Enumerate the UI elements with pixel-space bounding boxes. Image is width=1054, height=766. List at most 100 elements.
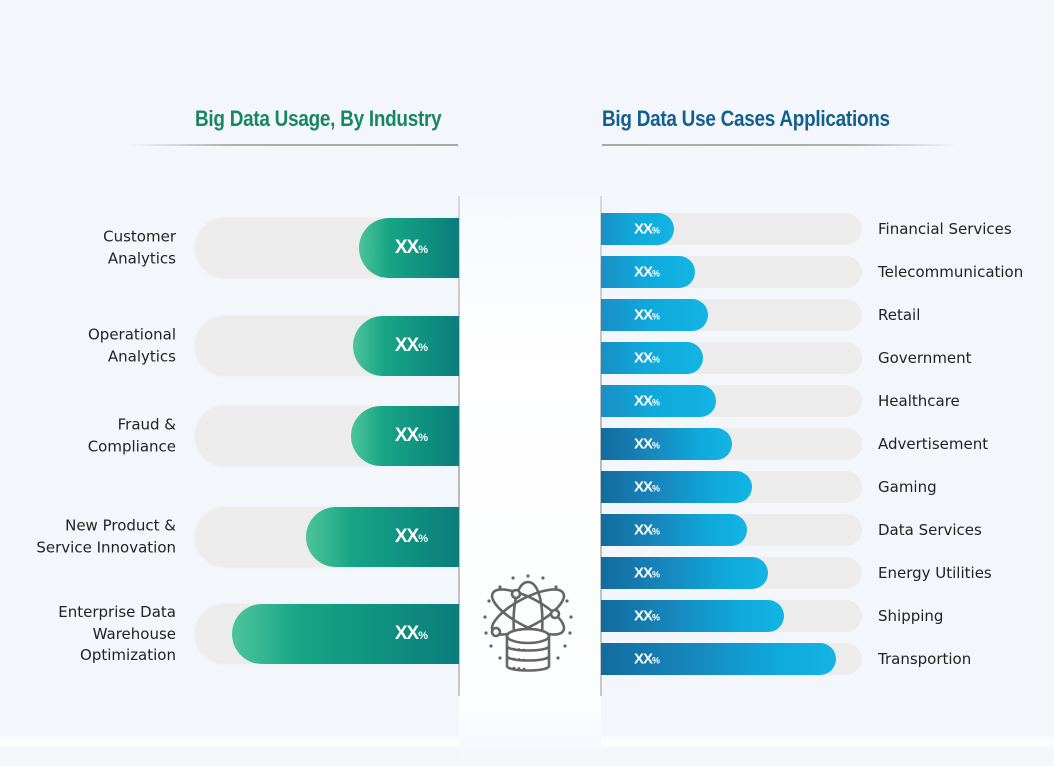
industry-label: Operational Analytics [87,325,176,366]
bar-track: XX% [601,256,862,288]
bar-value-label: XX% [634,221,660,238]
percent-sign: % [418,630,428,642]
bar-fill: XX% [232,604,459,664]
use-case-label: Telecommunication [878,263,1024,281]
percent-sign: % [652,397,661,408]
percent-sign: % [652,354,661,365]
bar-fill: XX% [601,514,747,546]
use-case-label: Financial Services [878,220,1012,238]
value-text: XX [634,650,653,668]
value-text: XX [634,220,653,238]
percent-sign: % [652,655,661,666]
percent-sign: % [418,342,428,354]
use-case-row: XX% Transportion [601,643,1054,675]
bar-track: XX% [195,406,459,466]
center-divider-panel [458,196,602,766]
use-case-row: XX% Gaming [601,471,1054,503]
bar-value-label: XX% [395,623,428,645]
use-case-label: Healthcare [878,392,960,410]
industry-row: Enterprise Data Warehouse Optimization XX… [0,602,459,664]
bar-value-label: XX% [634,608,660,625]
bar-fill: XX% [601,342,703,374]
value-text: XX [634,478,653,496]
bar-value-label: XX% [634,565,660,582]
industry-row: New Product & Service Innovation XX% [0,507,459,567]
percent-sign: % [418,432,428,444]
use-case-row: XX% Advertisement [601,428,1054,460]
value-text: XX [634,564,653,582]
use-case-label: Government [878,349,972,367]
database-atom-icon [483,574,573,672]
use-case-label: Advertisement [878,435,989,453]
bar-value-label: XX% [395,425,428,447]
bar-track: XX% [601,342,862,374]
use-case-row: XX% Financial Services [601,213,1054,245]
bar-track: XX% [195,218,459,278]
bar-track: XX% [601,600,862,632]
industry-row: Customer Analytics XX% [0,218,459,278]
bar-track: XX% [195,604,459,664]
bar-value-label: XX% [395,526,428,548]
value-text: XX [634,263,653,281]
bar-value-label: XX% [634,436,660,453]
percent-sign: % [418,244,428,256]
bar-value-label: XX% [634,264,660,281]
use-case-row: XX% Government [601,342,1054,374]
bar-track: XX% [601,514,862,546]
bar-fill: XX% [601,643,836,675]
percent-sign: % [652,225,661,236]
industry-row: Fraud & Compliance XX% [0,406,459,466]
industry-label: New Product & Service Innovation [36,516,176,557]
value-text: XX [394,623,419,644]
bar-fill: XX% [306,507,459,567]
value-text: XX [634,349,653,367]
percent-sign: % [652,612,661,623]
use-case-label: Retail [878,306,921,324]
bar-track: XX% [195,316,459,376]
bar-value-label: XX% [634,307,660,324]
percent-sign: % [652,440,661,451]
bar-fill: XX% [601,471,752,503]
percent-sign: % [652,526,661,537]
bar-track: XX% [601,471,862,503]
industry-row: Operational Analytics XX% [0,316,459,376]
bar-value-label: XX% [634,651,660,668]
value-text: XX [634,306,653,324]
bar-fill: XX% [601,256,695,288]
bar-value-label: XX% [395,237,428,259]
bar-value-label: XX% [634,522,660,539]
value-text: XX [634,607,653,625]
bar-track: XX% [601,213,862,245]
use-case-row: XX% Shipping [601,600,1054,632]
industry-label: Customer Analytics [103,227,176,268]
bar-track: XX% [601,299,862,331]
bar-track: XX% [601,385,862,417]
use-case-row: XX% Telecommunication [601,256,1054,288]
bar-value-label: XX% [634,479,660,496]
use-case-label: Transportion [878,650,972,668]
use-case-label: Shipping [878,607,944,625]
bar-fill: XX% [601,213,674,245]
left-chart-title: Big Data Usage, By Industry [195,106,442,131]
percent-sign: % [652,483,661,494]
bar-fill: XX% [601,385,716,417]
bar-value-label: XX% [634,393,660,410]
use-case-label: Data Services [878,521,982,539]
industry-label: Fraud & Compliance [87,415,176,456]
bar-fill: XX% [601,557,768,589]
percent-sign: % [652,311,661,322]
bar-track: XX% [601,428,862,460]
bar-value-label: XX% [395,335,428,357]
value-text: XX [394,425,419,446]
value-text: XX [634,521,653,539]
right-chart-title: Big Data Use Cases Applications [602,106,890,131]
bar-fill: XX% [601,428,732,460]
percent-sign: % [652,268,661,279]
percent-sign: % [652,569,661,580]
use-case-label: Energy Utilities [878,564,992,582]
bar-track: XX% [195,507,459,567]
bar-fill: XX% [353,316,459,376]
bar-fill: XX% [601,299,708,331]
use-case-row: XX% Data Services [601,514,1054,546]
industry-label: Enterprise Data Warehouse Optimization [58,602,176,664]
